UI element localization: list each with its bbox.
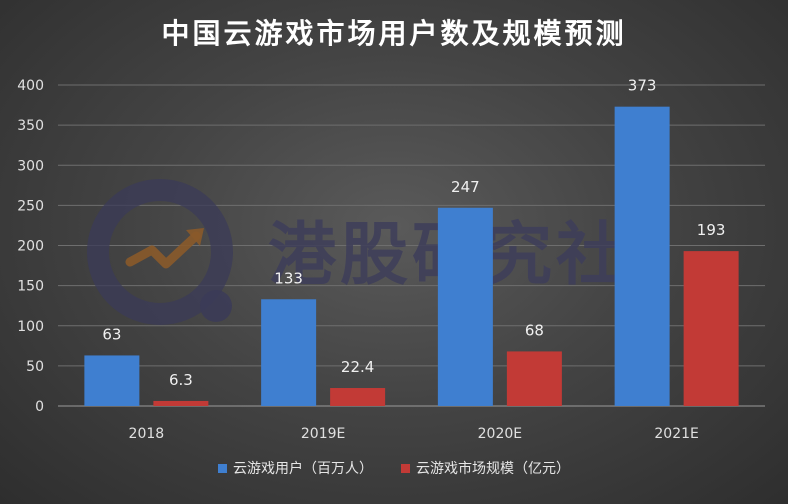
legend-item-market[interactable]: 云游戏市场规模（亿元） bbox=[401, 458, 570, 478]
watermark-logo-ring bbox=[87, 179, 233, 325]
bar-market bbox=[153, 400, 209, 406]
bar-market bbox=[683, 251, 739, 406]
watermark: 港股研究社 bbox=[87, 179, 624, 325]
x-tick-label: 2018 bbox=[129, 426, 165, 442]
bar-market bbox=[330, 388, 386, 406]
y-tick-label: 150 bbox=[17, 279, 44, 295]
data-label-users: 247 bbox=[451, 178, 480, 196]
y-tick-label: 300 bbox=[17, 158, 44, 174]
legend-label-users: 云游戏用户（百万人） bbox=[233, 461, 373, 477]
bars bbox=[84, 106, 739, 406]
data-label-market: 22.4 bbox=[341, 358, 374, 376]
legend-swatch-users bbox=[218, 463, 227, 473]
watermark-arrow-head-icon bbox=[186, 228, 204, 246]
bar-users bbox=[84, 355, 140, 406]
legend: 云游戏用户（百万人） 云游戏市场规模（亿元） bbox=[0, 458, 788, 478]
data-label-market: 193 bbox=[697, 221, 726, 239]
data-label-users: 133 bbox=[274, 269, 303, 287]
x-axis: 2018 2019E 2020E 2021E bbox=[129, 426, 699, 442]
y-tick-label: 0 bbox=[35, 399, 44, 415]
bar-market bbox=[506, 351, 562, 406]
legend-swatch-market bbox=[401, 463, 410, 473]
y-tick-label: 50 bbox=[26, 359, 44, 375]
data-label-users: 373 bbox=[628, 77, 657, 95]
data-label-market: 6.3 bbox=[169, 371, 193, 389]
y-axis: 0 50 100 150 200 250 300 350 400 bbox=[17, 78, 44, 415]
data-label-market: 68 bbox=[525, 321, 544, 339]
data-label-users: 63 bbox=[102, 325, 121, 343]
x-tick-label: 2020E bbox=[478, 426, 522, 442]
y-tick-label: 250 bbox=[17, 198, 44, 214]
watermark-trend-arrow-icon bbox=[125, 231, 201, 269]
legend-item-users[interactable]: 云游戏用户（百万人） bbox=[218, 458, 373, 478]
data-labels: 63 6.3 133 22.4 247 68 373 193 bbox=[102, 77, 725, 389]
bar-users bbox=[437, 207, 493, 406]
legend-label-market: 云游戏市场规模（亿元） bbox=[416, 461, 570, 477]
chart-title: 中国云游戏市场用户数及规模预测 bbox=[161, 17, 627, 50]
y-tick-label: 200 bbox=[17, 239, 44, 255]
x-tick-label: 2019E bbox=[301, 426, 345, 442]
bar-users bbox=[261, 299, 317, 406]
y-tick-label: 100 bbox=[17, 319, 44, 335]
watermark-logo-dot bbox=[200, 290, 232, 322]
y-tick-label: 350 bbox=[17, 118, 44, 134]
x-tick-label: 2021E bbox=[654, 426, 698, 442]
y-tick-label: 400 bbox=[17, 78, 44, 94]
bar-users bbox=[614, 106, 670, 406]
